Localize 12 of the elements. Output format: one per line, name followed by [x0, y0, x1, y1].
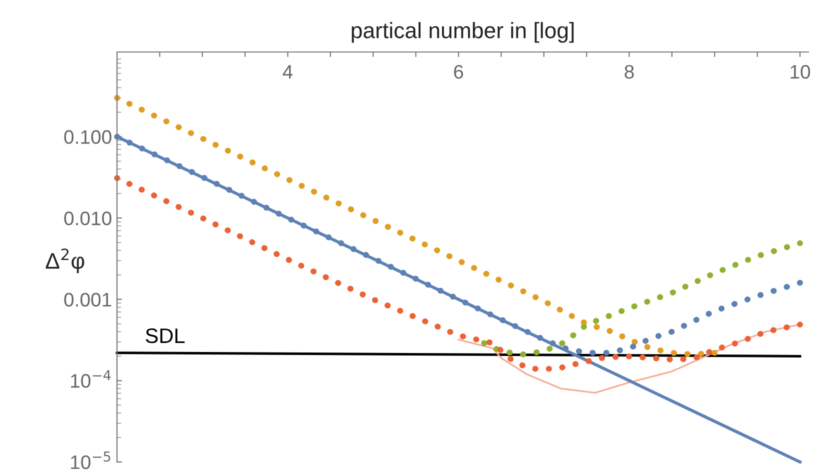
x-tick-label: 4	[282, 65, 293, 79]
series-label: SDL	[146, 328, 185, 344]
x-tick-label: 8	[624, 64, 634, 79]
y-tick-label: 0.010	[64, 211, 112, 226]
x-tick-label: 10	[790, 64, 810, 79]
x-axis-title: partical number in [log]	[352, 22, 574, 43]
y-tick-label: 0.100	[64, 130, 112, 144]
y-tick-label: 10$^{−4}$	[71, 370, 111, 388]
x-tick-label: 6	[454, 64, 464, 79]
y-axis-title: Δ$^{2}$φ	[46, 248, 84, 274]
y-tick-label: 0.001	[64, 292, 112, 307]
y-tick-label: 10$^{−5}$	[71, 452, 110, 470]
